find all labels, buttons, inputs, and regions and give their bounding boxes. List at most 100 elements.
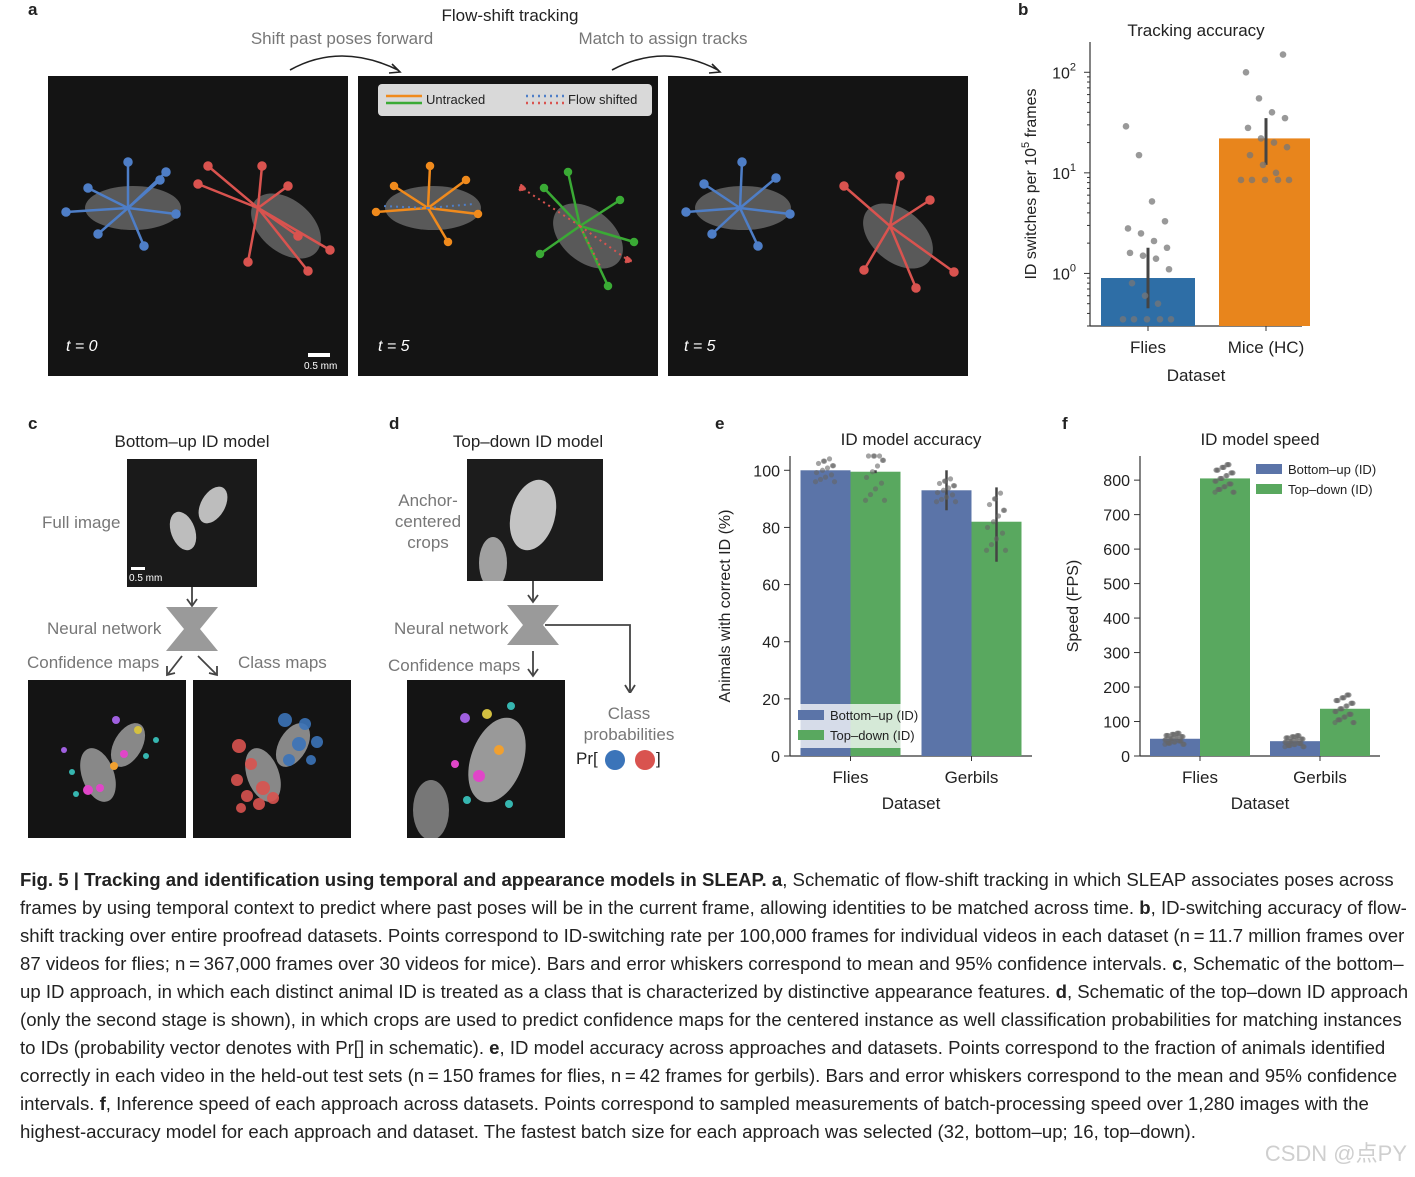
y-axis-label: Speed (FPS): [1065, 560, 1082, 652]
data-point: [1148, 198, 1156, 205]
caption-b-label: b: [1139, 897, 1151, 918]
data-point: [1002, 547, 1009, 553]
y-tick-label: 800: [1103, 473, 1130, 490]
data-point: [1000, 507, 1007, 513]
legend-swatch: [1256, 464, 1282, 474]
figure-caption: Fig. 5 | Tracking and identification usi…: [20, 866, 1410, 1146]
data-point: [947, 476, 954, 482]
fly-pose-image: [61, 157, 335, 357]
x-axis-label: Dataset: [1167, 366, 1226, 385]
data-point: [862, 497, 869, 503]
data-point: [986, 501, 993, 508]
data-point: [815, 460, 822, 467]
data-point: [1230, 489, 1236, 495]
y-axis-label: Animals with correct ID (%): [717, 510, 734, 703]
chart-title: ID model accuracy: [841, 430, 982, 449]
probability-vector-icon: [605, 750, 655, 770]
frame-t5-tracked: t = 5: [668, 76, 968, 376]
fly-pose-image: [681, 157, 959, 293]
panel-a-letter: a: [28, 0, 38, 19]
caption-a-label: a: [771, 869, 783, 890]
legend-untracked: Untracked: [426, 92, 486, 107]
data-point: [1287, 738, 1293, 744]
data-point: [1137, 230, 1145, 237]
data-point: [1174, 730, 1180, 736]
y-tick-label: 0: [1121, 749, 1130, 766]
data-point: [945, 485, 952, 491]
data-point: [1122, 123, 1130, 130]
data-point: [1152, 255, 1160, 263]
caption-f-text: , Inference speed of each approach acros…: [20, 1093, 1369, 1142]
data-point: [933, 499, 940, 505]
bar: [1150, 738, 1200, 756]
x-axis-label: Dataset: [882, 794, 941, 813]
bar: [1200, 478, 1250, 756]
data-point: [1163, 732, 1169, 739]
confidence-map-image: [28, 680, 186, 838]
data-point: [878, 480, 885, 486]
data-point: [1274, 176, 1282, 184]
confidence-maps-label: Confidence maps: [27, 653, 160, 672]
x-tick-label: Flies: [1130, 338, 1166, 357]
class-probabilities-label: Class probabilities: [583, 704, 675, 744]
y-tick-label: 200: [1103, 680, 1130, 697]
panel-c-letter: c: [28, 414, 38, 433]
data-point: [1244, 124, 1252, 132]
chart-title: Tracking accuracy: [1127, 21, 1265, 40]
caption-e-text: , ID model accuracy across approaches an…: [20, 1037, 1398, 1114]
data-point: [865, 453, 872, 459]
y-tick-exponent: 1: [1070, 162, 1076, 174]
data-point: [881, 497, 888, 503]
data-point: [869, 469, 876, 475]
data-point: [828, 472, 835, 478]
class-maps-label: Class maps: [238, 653, 327, 672]
bar: [1219, 138, 1310, 326]
data-point: [824, 465, 831, 471]
data-point: [1285, 742, 1291, 749]
data-point: [941, 478, 948, 484]
data-point: [1248, 176, 1256, 184]
arrow-match-icon: [611, 55, 722, 74]
data-point: [1300, 744, 1306, 750]
data-point: [1162, 737, 1168, 743]
data-point: [991, 496, 998, 502]
data-point: [1289, 734, 1295, 740]
legend-swatch: [1256, 484, 1282, 494]
y-tick-label: 80: [762, 520, 780, 537]
scalebar-label: 0.5 mm: [304, 361, 338, 372]
y-tick-label: 100: [1052, 262, 1076, 283]
data-point: [1285, 176, 1293, 184]
neural-network-label: Neural network: [47, 619, 162, 638]
data-point: [990, 519, 997, 525]
data-point: [943, 494, 950, 500]
data-point: [1257, 135, 1265, 142]
topdown-confidence-keypoints: [413, 702, 526, 838]
data-point: [1296, 740, 1302, 746]
full-image-label: Full image: [42, 513, 121, 532]
data-point: [1348, 700, 1354, 706]
x-tick-label: Gerbils: [945, 768, 999, 787]
data-point: [952, 499, 959, 505]
bar: [1270, 741, 1320, 756]
data-point: [1154, 300, 1162, 307]
data-point: [813, 469, 820, 476]
arrow-shift-icon: [289, 55, 402, 74]
data-point: [1228, 470, 1234, 476]
data-point: [1163, 244, 1171, 252]
anchor-crop-fly: [479, 479, 557, 581]
data-point: [1180, 741, 1186, 747]
data-point: [995, 513, 1002, 519]
data-point: [1167, 736, 1173, 742]
data-point: [1167, 315, 1175, 323]
y-tick-exponent: 0: [1070, 262, 1076, 274]
data-point: [1217, 475, 1223, 482]
anchor-crop-image: [467, 459, 603, 581]
data-point: [1333, 697, 1339, 704]
legend-flow-shifted: Flow shifted: [568, 92, 638, 107]
data-point: [1341, 714, 1347, 720]
panel-a-step2: Match to assign tracks: [578, 29, 748, 48]
y-tick-label: 0: [771, 749, 780, 766]
confidence-map-keypoints: [61, 716, 159, 802]
data-point: [1282, 739, 1288, 745]
